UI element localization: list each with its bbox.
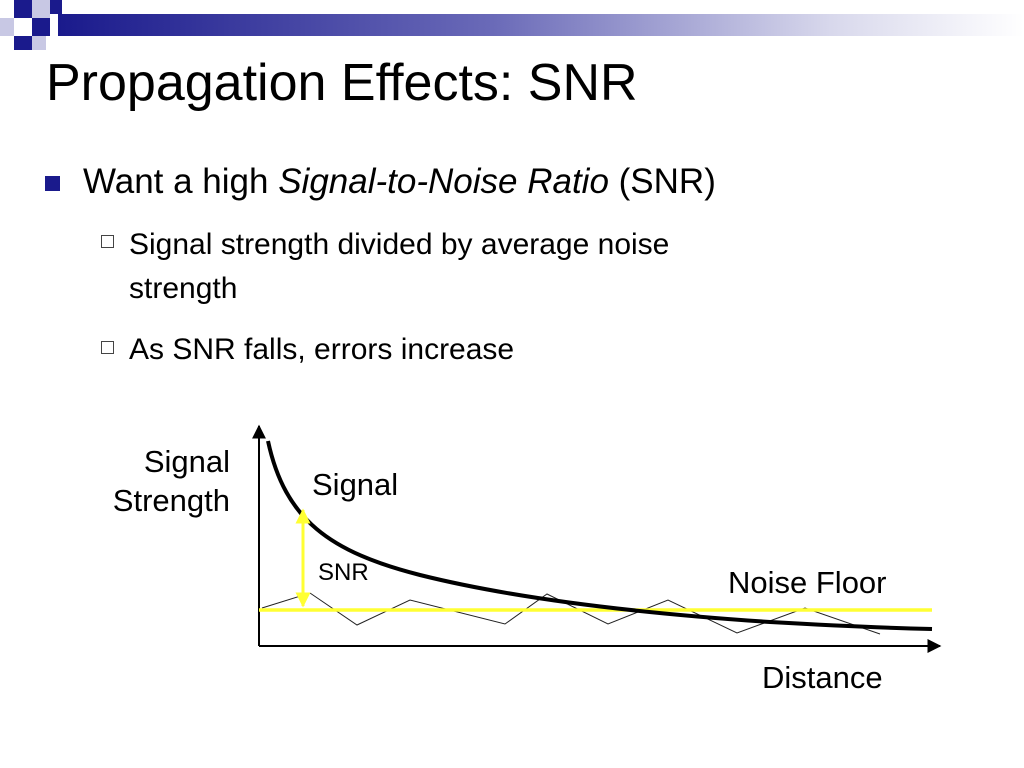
sub-bullet-line: strength xyxy=(129,272,238,305)
signal-curve xyxy=(266,440,933,631)
bullet-square-marker xyxy=(45,176,60,191)
snr-label: SNR xyxy=(318,559,369,586)
main-bullet-prefix: Want a high xyxy=(83,162,279,201)
signal-label: Signal xyxy=(312,467,398,502)
y-axis-label-line1: Signal xyxy=(144,444,230,479)
main-bullet-suffix: (SNR) xyxy=(608,162,716,201)
noise-floor-label: Noise Floor xyxy=(728,565,887,600)
main-bullet-emphasis: Signal-to-Noise Ratio xyxy=(278,162,609,201)
title-banner-decoration xyxy=(0,0,1024,50)
noise-fluctuation-line xyxy=(261,592,881,635)
slide-title: Propagation Effects: SNR xyxy=(46,54,638,112)
sub-bullet-line: Signal strength divided by average noise xyxy=(129,228,670,261)
sub-bullet-box-marker xyxy=(101,341,114,354)
main-bullet: Want a high Signal-to-Noise Ratio (SNR) xyxy=(83,160,716,204)
sub-bullet-box-marker xyxy=(101,235,114,248)
x-axis-label: Distance xyxy=(762,660,883,695)
y-axis-label-line2: Strength xyxy=(113,483,230,518)
sub-bullet-snr-errors: As SNR falls, errors increase xyxy=(129,328,889,372)
sub-bullet-line: As SNR falls, errors increase xyxy=(129,333,515,366)
sub-bullet-snr-definition: Signal strength divided by average noise… xyxy=(129,223,889,311)
